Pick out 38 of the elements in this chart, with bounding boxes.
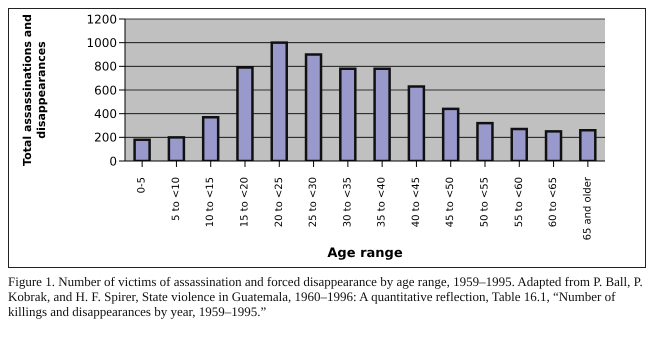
bar [442, 108, 460, 161]
y-tick-label: 600 [94, 83, 117, 98]
x-tick-label: 35 to <40 [376, 177, 388, 228]
x-tick-label: 45 to <50 [445, 177, 456, 228]
bar [202, 116, 220, 161]
x-tick-label: 55 to <60 [514, 177, 525, 228]
x-tick-label: 20 to <25 [274, 177, 285, 228]
bar [544, 130, 562, 161]
y-tick-label: 1200 [86, 12, 117, 26]
y-axis-title: Total assassinations and disappearances [21, 14, 48, 166]
x-tick-label: 60 to <65 [548, 177, 560, 228]
y-tick-label: 1000 [86, 36, 117, 50]
x-tick-label: 5 to <10 [170, 177, 182, 221]
bar [476, 122, 494, 161]
x-tick-label: 65 and older [582, 176, 594, 240]
x-tick-label: 10 to <15 [205, 177, 216, 228]
y-tick-label: 0 [109, 154, 117, 168]
x-axis-title: Age range [327, 246, 403, 261]
x-tick-label: 30 to <35 [342, 177, 354, 228]
bar [339, 67, 357, 161]
x-tick-label: 40 to <45 [410, 177, 422, 228]
y-tick-label: 800 [94, 60, 117, 74]
y-tick-label: 200 [94, 130, 117, 145]
bar [373, 67, 391, 161]
y-tick-label: 400 [94, 106, 117, 121]
bar [168, 136, 186, 161]
x-tick-label: 0-5 [136, 177, 148, 194]
x-tick-label: 25 to <30 [308, 177, 320, 228]
caption: Figure 1. Number of victims of assassination and forced disappearance by age range, 1959–1995. Adapted from P. Ball, P. Kobrak, and H. F. Spirer, State violence in Guatemala, 1960–1996: A quantitative reflection, Table 16.1, “Number of killings and disappearances by year, 1959–1995.” [8, 274, 644, 319]
bar [579, 128, 597, 161]
x-tick-label: 15 to <20 [240, 177, 250, 228]
bar [236, 66, 254, 161]
bar [304, 53, 322, 161]
bar [270, 41, 288, 161]
bar [408, 85, 426, 161]
bar [510, 128, 528, 161]
x-tick-label: 50 to <55 [480, 177, 490, 228]
bar [133, 138, 151, 161]
